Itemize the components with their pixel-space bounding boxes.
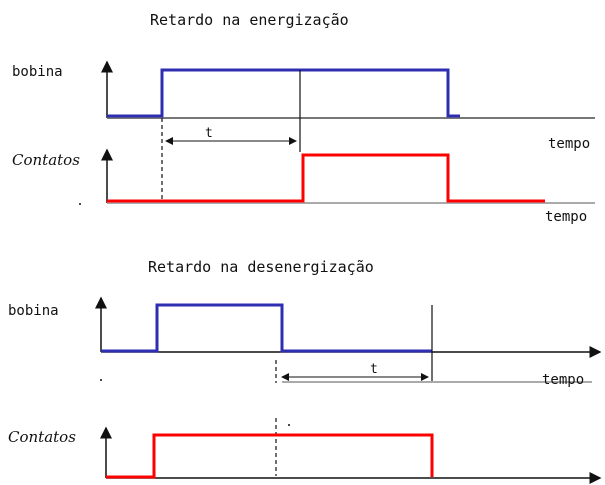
diagram1-bobina-signal [107,68,460,118]
diagram1-contatos-signal [107,153,545,203]
diagram1-contatos-label: Contatos [12,151,80,169]
diagram1-delay-label: t [205,126,213,141]
diagram2-delay-label: t [370,362,378,377]
diagram2-bobina-label: bobina [8,303,59,319]
diagram1-dot [79,203,81,205]
diagram2-dot [100,379,102,381]
diagram2-time-label: tempo [542,372,584,388]
diagram1-time-label-1: tempo [548,136,590,152]
diagram2-contatos-signal [106,433,434,479]
diagram2-dot-2 [288,424,290,426]
diagram2-contatos-label: Contatos [8,428,76,446]
diagram1-time-label-2: tempo [545,209,587,225]
diagram2-bobina-signal [101,303,432,353]
diagram1-title: Retardo na energização [150,11,349,29]
diagram2-title: Retardo na desenergização [148,258,374,276]
diagram1-bobina-label: bobina [12,64,63,80]
